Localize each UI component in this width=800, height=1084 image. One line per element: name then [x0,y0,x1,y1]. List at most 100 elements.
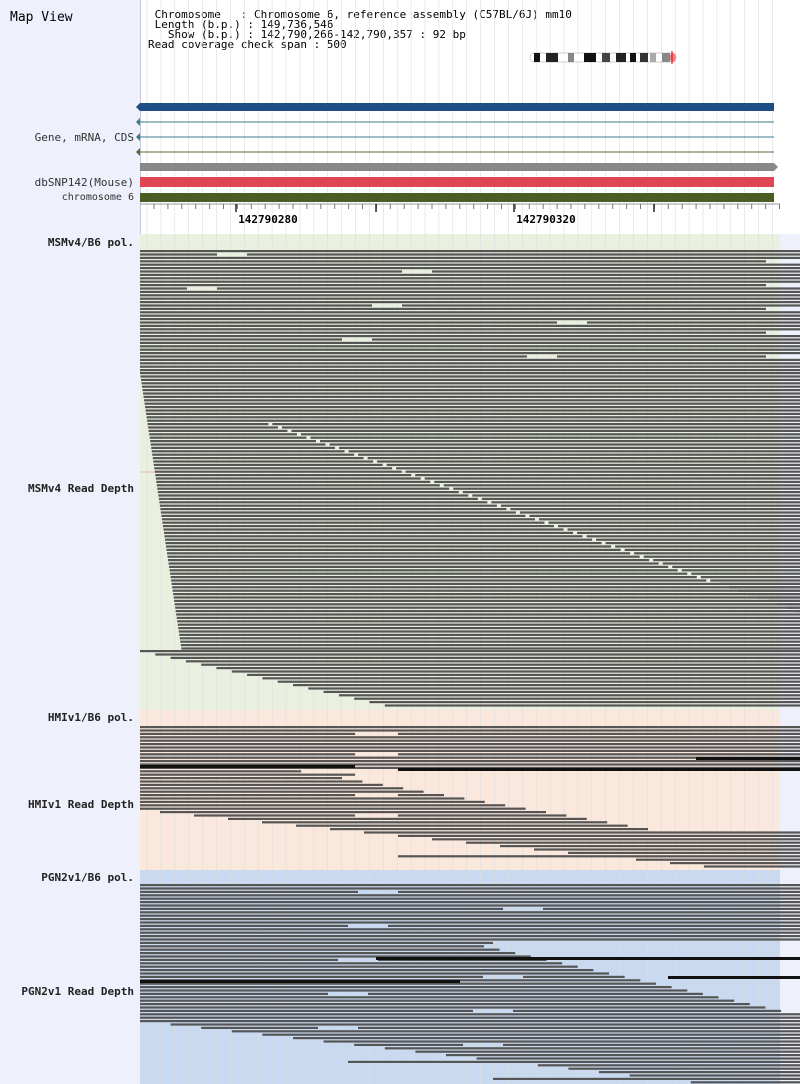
pgn-depth-label: PGN2v1 Read Depth [21,985,134,998]
read-bar [170,1023,800,1026]
read-bar [145,409,800,412]
read-bar [140,907,503,910]
read-bar [140,297,800,300]
read-bar [140,948,500,951]
read-bar [462,491,800,494]
read-bar [293,1037,800,1040]
read-bar [140,804,506,807]
read-bar [338,694,800,697]
read-bar [141,382,800,385]
read-bar [364,831,800,834]
read-bar [140,267,800,270]
dbsnp-track-label[interactable]: dbSNP142(Mouse) [34,176,134,189]
read-bar [140,756,800,759]
read-bar [153,463,383,466]
read-bar [670,862,800,865]
read-bar [398,732,800,735]
read-bar [162,525,554,528]
read-bar [140,328,800,331]
read-bar [140,270,402,273]
read-bar [548,521,800,524]
read-bar [140,732,355,735]
read-bar [154,470,402,473]
read-bar [140,777,342,780]
read-bar [162,521,545,524]
read-bar [151,450,345,453]
read-bar [247,673,800,676]
read-bar [767,599,800,602]
read-bar [140,746,800,749]
chromosome-bar [140,193,774,202]
axis-label-2: 142790320 [516,213,576,226]
read-bar [151,446,336,449]
read-bar [310,436,800,439]
read-bar [568,1067,800,1070]
read-bar [140,787,404,790]
read-bar [177,623,800,626]
gene-track-label[interactable]: Gene, mRNA, CDS [34,131,134,144]
read-bar [140,650,800,653]
read-bar [443,484,800,487]
read-bar [159,504,497,507]
read-bar [194,814,355,817]
read-bar [140,894,800,897]
read-bar [634,552,800,555]
read-bar [171,579,707,582]
read-bar [201,1026,318,1029]
read-bar [398,768,800,771]
read-bar [624,548,800,551]
read-bar [348,1060,800,1063]
read-bar [140,918,800,921]
read-bar [157,487,450,490]
read-bar [181,647,800,650]
read-bar [300,433,800,436]
read-bar [228,817,587,820]
read-bar [320,440,800,443]
read-bar [140,897,800,900]
read-bar [354,697,800,700]
read-bar [163,531,574,534]
read-bar [157,491,459,494]
read-bar [231,1030,800,1033]
read-bar [140,992,328,995]
read-bar [476,1057,800,1060]
read-bar [308,687,800,690]
region-info: Chromosome : Chromosome 6, reference ass… [148,9,572,50]
read-bar [466,841,800,844]
read-bar [169,565,669,568]
read-bar [172,586,800,589]
read-bar [140,355,527,358]
read-bar [348,450,800,453]
read-bar [140,260,766,263]
dbsnp-bar [140,177,774,187]
read-bar [140,345,800,348]
read-bar [173,593,800,596]
show-line: Show (b.p.) : 142,790,266-142,790,357 : … [148,28,466,41]
read-bar [281,426,800,429]
read-bar [158,497,478,500]
read-bar [140,729,800,732]
read-bar [388,924,800,927]
read-bar [176,613,800,616]
read-bar [140,890,358,893]
read-bar [140,794,355,797]
read-bar [629,1074,800,1077]
read-bar [150,440,316,443]
read-bar [146,412,800,415]
read-bar [167,555,640,558]
read-bar [140,1003,750,1006]
read-bar [368,992,703,995]
read-bar [398,814,567,817]
read-bar [402,304,800,307]
hmi-pol-label: HMIv1/B6 pol. [47,711,134,724]
read-bar [140,284,766,287]
read-bar [523,975,625,978]
read-bar [140,986,672,989]
read-bar [140,273,800,276]
read-bar [386,463,800,466]
read-bar [143,395,800,398]
length-line: Length (b.p.) : 149,736,546 [148,18,334,31]
read-bar [615,545,800,548]
read-bar [140,965,578,968]
